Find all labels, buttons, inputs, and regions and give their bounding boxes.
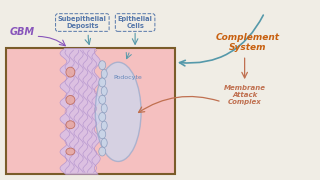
Ellipse shape <box>66 148 75 155</box>
FancyBboxPatch shape <box>6 48 175 174</box>
Ellipse shape <box>101 121 107 130</box>
Ellipse shape <box>99 61 106 70</box>
Ellipse shape <box>66 67 75 77</box>
Text: Complement
System: Complement System <box>216 33 280 52</box>
Text: Podocyte: Podocyte <box>114 75 142 80</box>
Text: GBM: GBM <box>10 27 35 37</box>
Ellipse shape <box>99 147 106 156</box>
Ellipse shape <box>101 138 107 147</box>
Ellipse shape <box>66 121 75 129</box>
Ellipse shape <box>66 95 75 104</box>
Ellipse shape <box>99 130 106 139</box>
Ellipse shape <box>99 78 106 87</box>
Ellipse shape <box>101 87 107 96</box>
Text: Subepithelial
Deposits: Subepithelial Deposits <box>58 16 107 29</box>
Ellipse shape <box>99 95 106 104</box>
Text: Epithelial
Cells: Epithelial Cells <box>118 16 153 29</box>
Ellipse shape <box>95 62 141 161</box>
Ellipse shape <box>101 69 107 78</box>
Polygon shape <box>60 48 100 174</box>
Ellipse shape <box>101 104 107 113</box>
Ellipse shape <box>99 112 106 122</box>
Text: Membrane
Attack
Complex: Membrane Attack Complex <box>224 85 266 105</box>
